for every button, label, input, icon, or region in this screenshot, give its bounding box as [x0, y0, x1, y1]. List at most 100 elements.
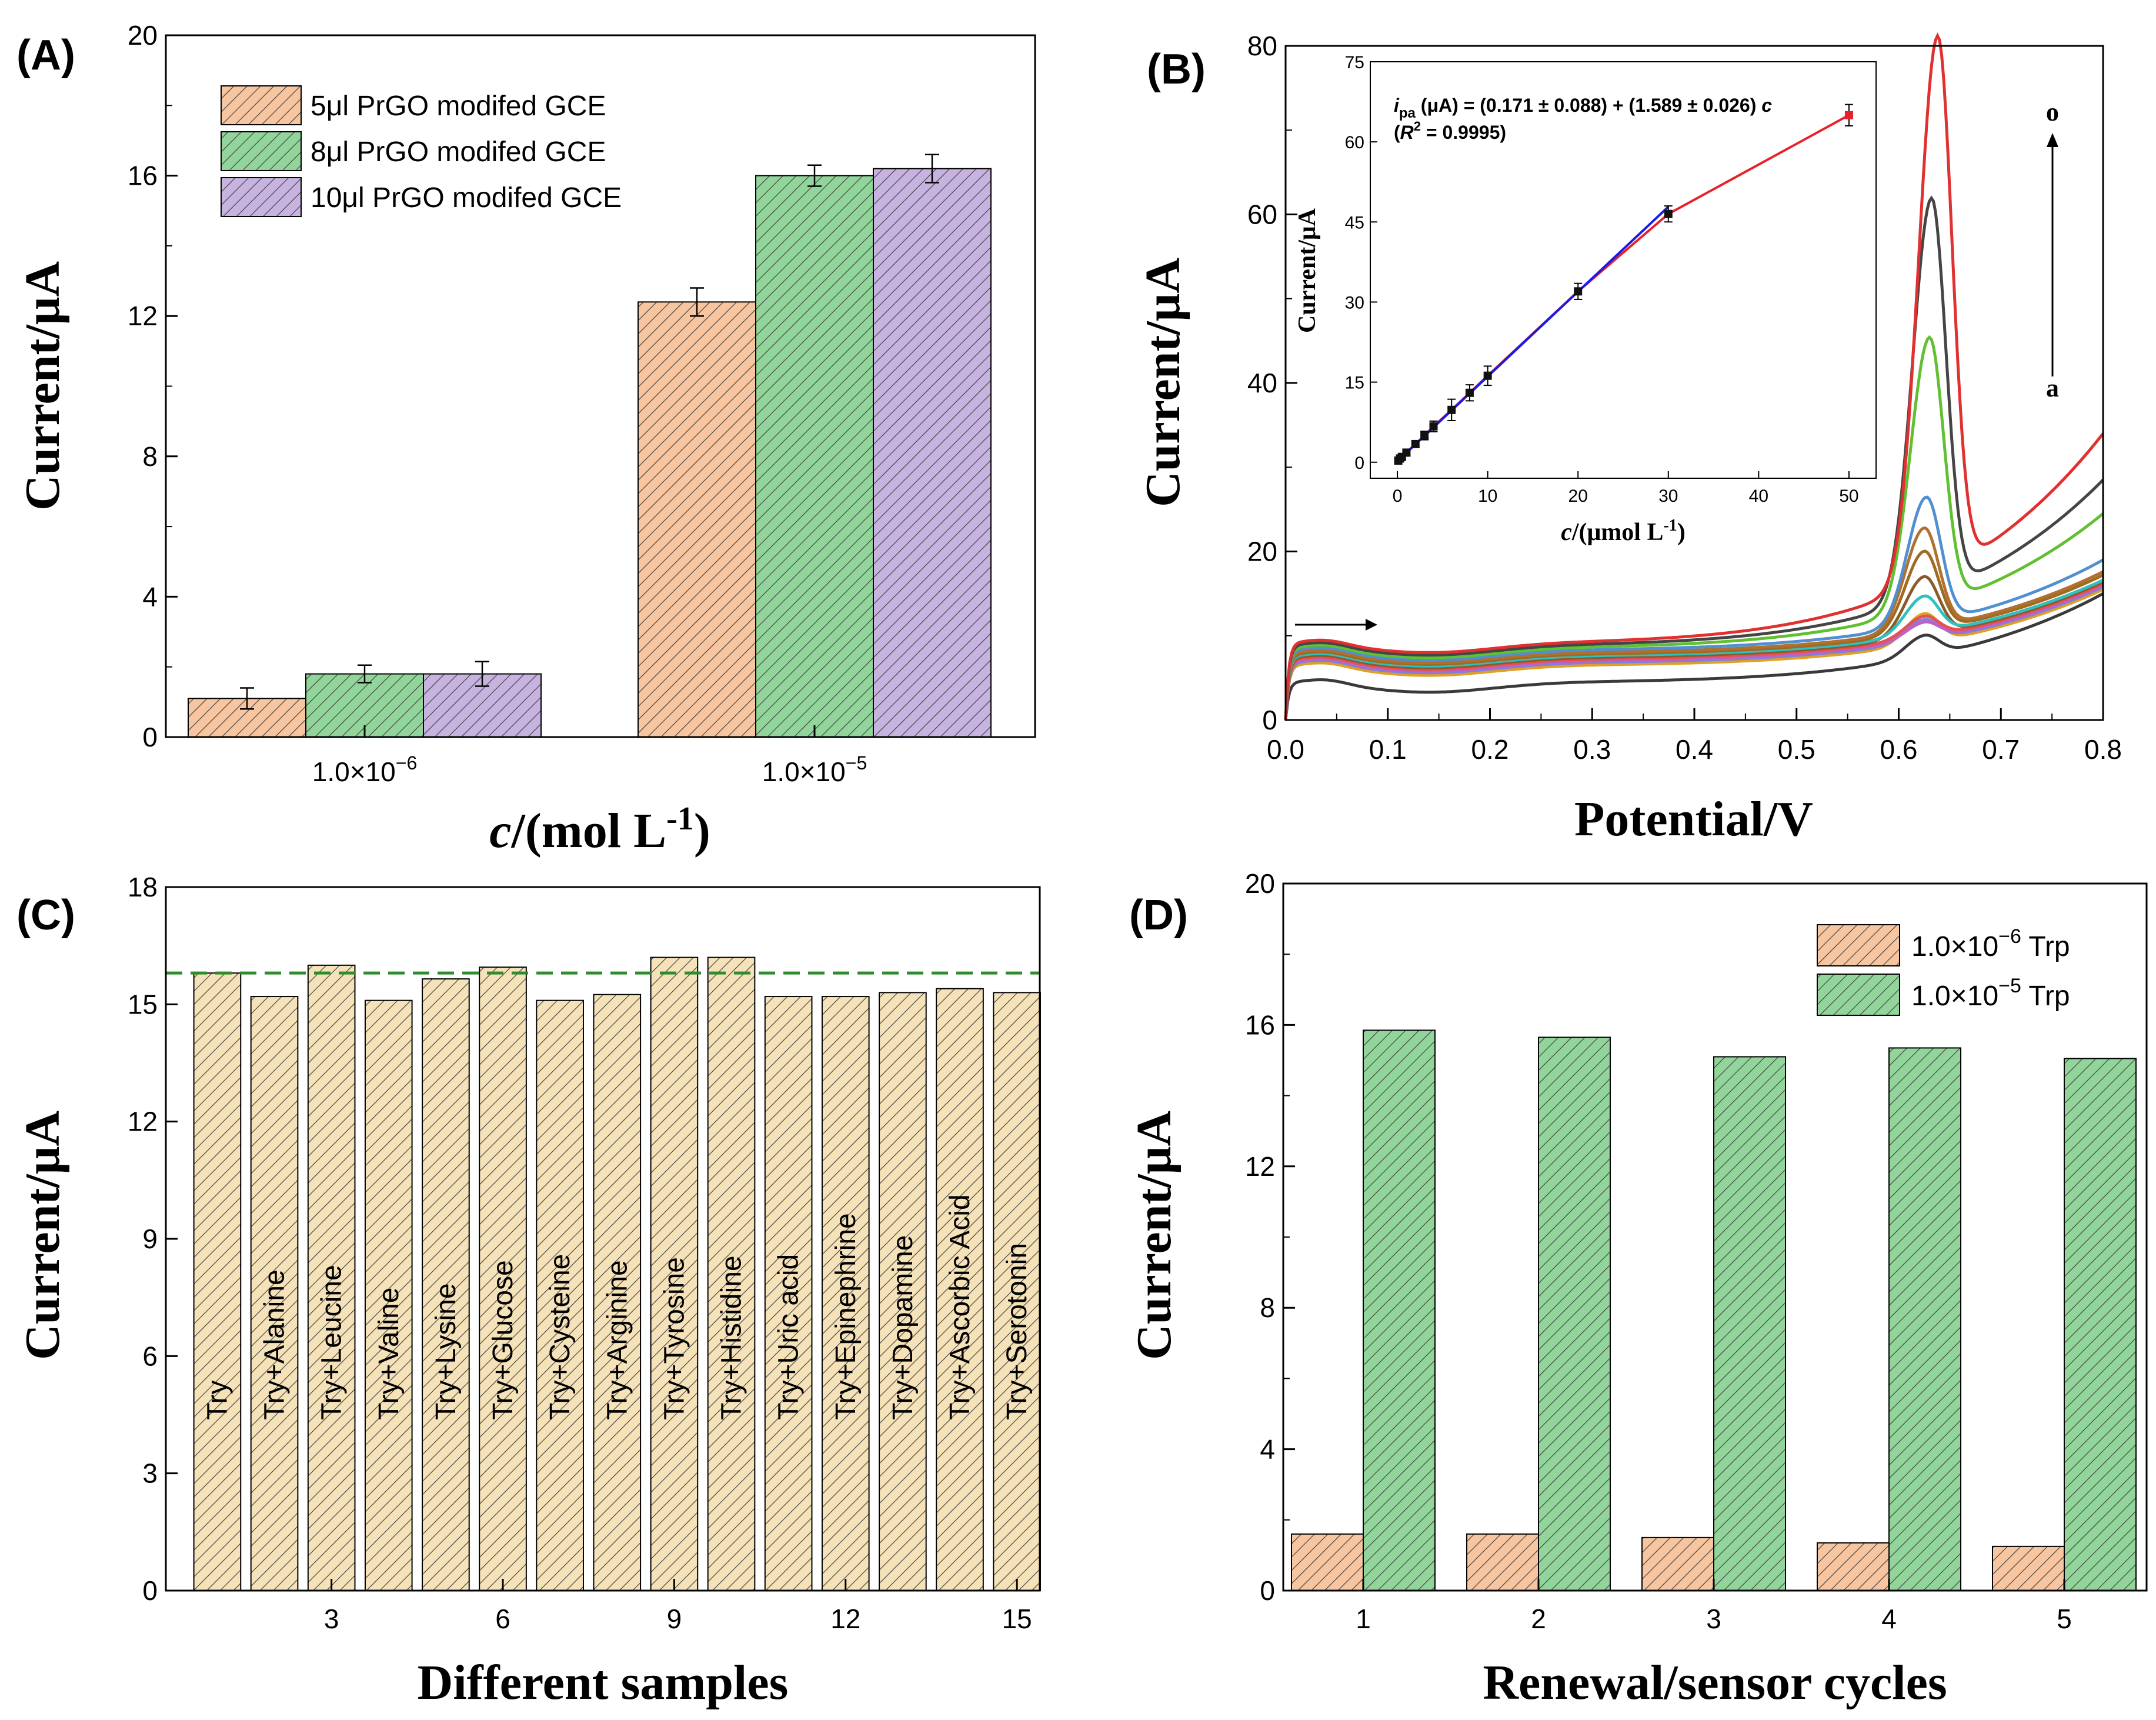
- voltammogram-curve: [1284, 582, 2104, 721]
- voltammogram-curve: [1284, 549, 2104, 721]
- inset-frame: [1370, 61, 1877, 479]
- panel-c-bar-label: Try+Serotonin: [1002, 1243, 1033, 1420]
- curve-label-start: a: [2046, 374, 2059, 402]
- panel-d-legend-swatch-low-hatch: [1817, 924, 1900, 966]
- panel-b-ytick-label: 60: [1247, 199, 1277, 230]
- panel-b-xtick-label: 0.8: [2084, 734, 2122, 765]
- inset-xtick-label: 20: [1568, 486, 1588, 506]
- inset-data-point: [1664, 209, 1673, 218]
- panel-c-xtick-label: 9: [667, 1604, 682, 1634]
- panel-d-ytick-label: 12: [1245, 1151, 1275, 1182]
- panel-d-bar-hatch: [1888, 1047, 1961, 1591]
- panel-a-ytick-label: 16: [128, 161, 158, 191]
- panel-a-ytick-label: 4: [142, 581, 158, 612]
- panel-a-legend-swatch-hatch: [221, 131, 302, 171]
- panel-c-bar-label: Try+Glucose: [488, 1260, 519, 1420]
- panel-b-y-axis-title: Current/μA: [1136, 258, 1190, 507]
- panel-b-xtick-label: 0.6: [1880, 734, 1918, 765]
- panel-c-ytick-label: 6: [142, 1341, 158, 1371]
- inset-data-point: [1447, 405, 1456, 414]
- voltammogram-curve: [1284, 584, 2104, 721]
- panel-c-bar-hatch: [422, 978, 470, 1591]
- panel-a-ytick-label: 20: [128, 20, 158, 51]
- panel-c-chart: Try Try+Alanine Try+Leucine Try+Valine Try+L…: [15, 872, 1041, 1710]
- panel-c-bar-label: Try+Dopamine: [887, 1235, 919, 1420]
- panel-a-xtick-label: 1.0×10−5: [762, 752, 867, 787]
- panel-c-bar-label: Try+Lysine: [430, 1283, 462, 1420]
- panel-c-bar-label: Try+Alanine: [259, 1269, 291, 1420]
- panel-c-bar-label: Try+Tyrosine: [659, 1257, 690, 1420]
- panel-c-bar-hatch: [936, 988, 984, 1592]
- panel-d-bar-hatch: [1817, 1542, 1890, 1591]
- panel-a-xtick-label: 1.0×10−6: [312, 752, 417, 787]
- panel-b-ytick-label: 20: [1247, 536, 1277, 567]
- panel-b-xtick-label: 0.0: [1267, 734, 1304, 765]
- inset-data-point: [1402, 448, 1411, 457]
- panel-a-legend-label: 8μl PrGO modifed GCE: [311, 136, 606, 168]
- inset-calibration-plot: 0 10 20 30 40 50 0 15 30 45 60 75 ipa (μA) = (0.171…: [1294, 53, 1877, 546]
- panel-d-legend-label-high: 1.0×10−5 Trp: [1911, 975, 2070, 1012]
- panel-d-xtick-label: 4: [1881, 1604, 1897, 1634]
- panel-b-xtick-label: 0.4: [1676, 734, 1713, 765]
- inset-xtick-label: 40: [1749, 486, 1768, 506]
- panel-d-bar-hatch: [1713, 1056, 1786, 1591]
- panel-c-bar-label: Try+Epinephrine: [830, 1213, 862, 1420]
- panel-b-chart: 0.0 0.1 0.2 0.3 0.4 0.5 0.6 0.7 0.8 0 20 40 60 80 o a…: [1136, 31, 2122, 846]
- panel-d-bar-hatch: [1992, 1545, 2065, 1591]
- panel-b-x-axis-title: Potential/V: [1574, 792, 1813, 846]
- inset-r-squared: (R2 = 0.9995): [1394, 119, 1506, 143]
- panel-c-bar-hatch: [821, 996, 870, 1591]
- curve-label-end: o: [2046, 98, 2059, 126]
- panel-c-bar-label: Try+Arginine: [602, 1260, 633, 1420]
- panel-c-bar-label: Try+Valine: [373, 1288, 405, 1420]
- inset-ytick-label: 75: [1345, 53, 1364, 72]
- inset-xtick-label: 50: [1839, 486, 1858, 506]
- voltammogram-curve: [1284, 578, 2104, 721]
- inset-data-point: [1844, 111, 1853, 119]
- panel-a-legend-swatch-hatch: [221, 177, 302, 217]
- inset-ytick-label: 15: [1345, 374, 1364, 393]
- panel-d-legend-swatch-high-hatch: [1817, 974, 1900, 1016]
- voltammogram-curve: [1284, 526, 2104, 721]
- panel-d-ytick-label: 16: [1245, 1009, 1275, 1040]
- panel-d-x-axis-title: Renewal/sensor cycles: [1483, 1655, 1947, 1710]
- voltammogram-curve: [1284, 585, 2104, 721]
- panel-d-bar-hatch: [1363, 1029, 1436, 1592]
- inset-ytick-label: 0: [1354, 454, 1364, 473]
- panel-c-bar-hatch: [536, 999, 584, 1591]
- increase-arrowhead: [2047, 133, 2058, 147]
- panel-c-xtick-label: 12: [830, 1604, 860, 1634]
- inset-ytick-label: 60: [1345, 133, 1364, 152]
- panel-d-xtick-label: 5: [2057, 1604, 2072, 1634]
- inset-blue-linear-fit: [1396, 206, 1670, 462]
- panel-d-xtick-label: 3: [1706, 1604, 1721, 1634]
- panel-c-bar-hatch: [593, 994, 642, 1591]
- panel-b-ytick-label: 0: [1262, 705, 1277, 735]
- panel-a-bar-hatch: [755, 175, 874, 738]
- panel-d-xtick-label: 1: [1356, 1604, 1371, 1634]
- panel-d-ytick-label: 20: [1245, 868, 1275, 899]
- panel-a-legend-label: 5μl PrGO modifed GCE: [311, 91, 606, 122]
- voltammogram-curve: [1284, 588, 2104, 721]
- panel-d-ytick-label: 8: [1260, 1292, 1275, 1323]
- panel-c-bar-hatch: [707, 956, 756, 1591]
- panel-d-legend-label-low: 1.0×10−6 Trp: [1911, 925, 2070, 962]
- panel-d-y-axis-title: Current/μA: [1127, 1111, 1182, 1360]
- panel-c-ytick-label: 3: [142, 1458, 158, 1489]
- panel-label-d: (D): [1129, 892, 1188, 939]
- panel-c-ytick-label: 15: [128, 989, 158, 1019]
- panel-c-bar-label: Try+Cysteine: [545, 1254, 576, 1420]
- panel-a-ytick-label: 12: [128, 301, 158, 331]
- panel-c-bar-hatch: [250, 996, 299, 1591]
- panel-d-xtick-label: 2: [1531, 1604, 1546, 1634]
- panel-label-c: (C): [16, 892, 75, 939]
- panel-c-bar-hatch: [764, 996, 813, 1591]
- panel-d-bar-hatch: [1538, 1036, 1611, 1592]
- inset-xtick-label: 30: [1658, 486, 1678, 506]
- inset-y-axis-title: Current/μA: [1294, 208, 1321, 333]
- panel-c-bar-label: Try+Leucine: [316, 1265, 348, 1420]
- voltammogram-curve: [1284, 495, 2104, 721]
- panel-d-bar-hatch: [1641, 1536, 1714, 1592]
- inset-xtick-label: 0: [1393, 486, 1403, 506]
